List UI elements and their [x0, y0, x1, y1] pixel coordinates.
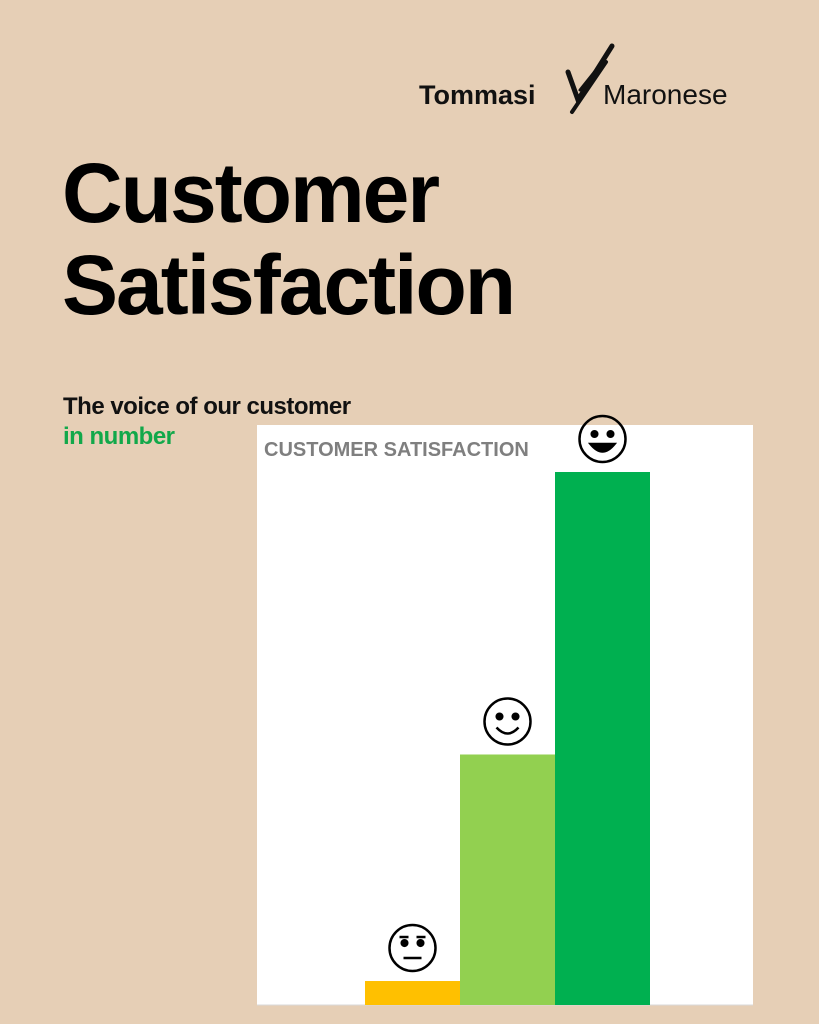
face-eye	[590, 429, 599, 439]
chart-title: CUSTOMER SATISFACTION	[264, 439, 529, 461]
face-eye	[511, 712, 520, 721]
face-icon	[483, 697, 532, 746]
face-mouth	[495, 726, 520, 735]
face-mouth	[587, 442, 618, 453]
bar	[555, 472, 650, 1005]
brand-logo	[565, 43, 615, 114]
subtitle: The voice of our customer	[63, 393, 351, 420]
face-outline	[388, 923, 437, 973]
face-eye	[416, 938, 425, 948]
page-title: Satisfaction	[62, 238, 514, 332]
bar	[460, 754, 555, 1005]
subtitle: in number	[63, 423, 175, 450]
face-eye	[495, 712, 504, 721]
face-icon	[578, 414, 627, 464]
page-title: Customer	[62, 146, 439, 240]
bar	[365, 981, 460, 1005]
face-eye	[400, 938, 409, 948]
brand-name: Tommasi	[419, 80, 536, 110]
face-icon	[388, 923, 437, 973]
face-eye	[606, 429, 615, 439]
brand-name: Maronese	[603, 79, 728, 110]
face-outline	[483, 697, 532, 746]
face-outline	[578, 414, 627, 464]
